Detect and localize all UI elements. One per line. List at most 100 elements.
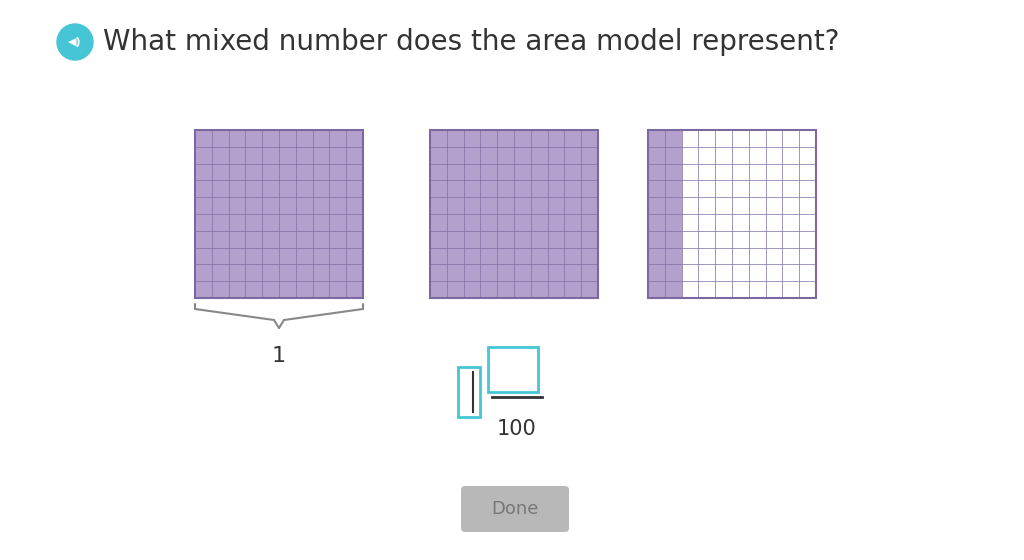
Bar <box>782 147 799 164</box>
Bar <box>548 130 564 147</box>
Bar <box>782 248 799 264</box>
Bar <box>279 147 296 164</box>
Bar <box>732 164 749 180</box>
Bar <box>799 197 816 214</box>
Bar <box>480 164 498 180</box>
Bar <box>548 147 564 164</box>
Bar <box>228 147 246 164</box>
Bar <box>564 248 582 264</box>
Bar <box>648 281 665 298</box>
Bar <box>766 281 782 298</box>
Bar <box>330 130 346 147</box>
Bar <box>682 214 698 231</box>
Bar <box>498 248 514 264</box>
Bar <box>582 147 598 164</box>
Bar <box>346 147 362 164</box>
Bar <box>430 130 598 298</box>
Bar <box>212 281 228 298</box>
Bar <box>262 164 279 180</box>
Bar <box>715 197 732 214</box>
Bar <box>766 231 782 248</box>
Bar <box>246 197 262 214</box>
Bar <box>782 231 799 248</box>
Bar <box>564 214 582 231</box>
Bar <box>430 231 446 248</box>
Bar <box>766 248 782 264</box>
Bar <box>582 130 598 147</box>
Bar <box>514 281 530 298</box>
Bar <box>446 281 464 298</box>
Bar <box>682 164 698 180</box>
Bar <box>514 164 530 180</box>
Bar <box>195 147 212 164</box>
Bar <box>296 281 312 298</box>
Bar <box>548 180 564 197</box>
Bar <box>548 248 564 264</box>
Bar <box>665 214 682 231</box>
Bar <box>514 248 530 264</box>
Bar <box>564 147 582 164</box>
Bar <box>346 180 362 197</box>
Text: ◀): ◀) <box>69 37 82 47</box>
Bar <box>548 231 564 248</box>
Bar <box>698 130 715 147</box>
Bar <box>346 231 362 248</box>
Bar <box>430 180 446 197</box>
Bar <box>279 130 296 147</box>
Bar <box>296 231 312 248</box>
Bar <box>330 197 346 214</box>
Bar <box>262 248 279 264</box>
Bar <box>464 180 480 197</box>
Bar <box>799 214 816 231</box>
Bar <box>296 180 312 197</box>
Bar <box>682 197 698 214</box>
Bar <box>548 281 564 298</box>
Bar <box>246 130 262 147</box>
Bar <box>464 281 480 298</box>
Bar <box>799 264 816 281</box>
Bar <box>799 147 816 164</box>
Bar <box>279 214 296 231</box>
Bar <box>212 231 228 248</box>
Bar <box>665 180 682 197</box>
Bar <box>464 164 480 180</box>
Bar <box>246 281 262 298</box>
Bar <box>212 214 228 231</box>
Bar <box>799 231 816 248</box>
Bar <box>732 147 749 164</box>
Bar <box>296 164 312 180</box>
Bar <box>698 164 715 180</box>
Bar <box>665 147 682 164</box>
Bar <box>246 164 262 180</box>
Bar <box>228 197 246 214</box>
Bar <box>262 197 279 214</box>
Bar <box>564 197 582 214</box>
Text: 1: 1 <box>272 346 286 366</box>
Bar <box>498 231 514 248</box>
Bar <box>498 147 514 164</box>
Bar <box>464 130 480 147</box>
Bar <box>782 130 799 147</box>
Bar <box>799 281 816 298</box>
Bar <box>464 147 480 164</box>
Bar <box>682 231 698 248</box>
Bar <box>330 264 346 281</box>
Bar <box>514 264 530 281</box>
Bar <box>715 180 732 197</box>
Bar <box>698 147 715 164</box>
Bar <box>665 130 682 147</box>
Bar <box>732 231 749 248</box>
Bar <box>582 231 598 248</box>
Bar <box>446 197 464 214</box>
Bar <box>665 281 682 298</box>
Bar <box>346 164 362 180</box>
Bar <box>262 281 279 298</box>
Bar <box>766 214 782 231</box>
Bar <box>732 180 749 197</box>
Bar <box>732 281 749 298</box>
Bar <box>782 281 799 298</box>
Bar <box>682 281 698 298</box>
Bar <box>715 231 732 248</box>
Bar <box>766 197 782 214</box>
Bar <box>548 164 564 180</box>
